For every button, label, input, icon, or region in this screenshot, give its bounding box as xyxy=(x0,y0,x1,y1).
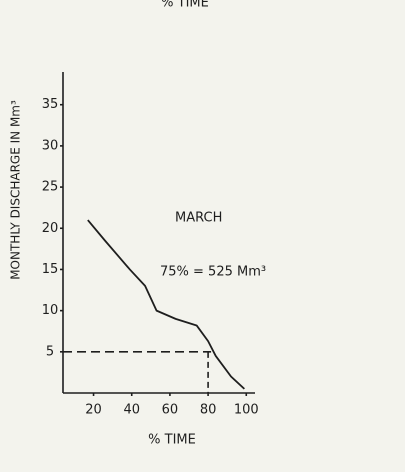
x-tick-label: 60 xyxy=(162,403,179,418)
x-axis-label: % TIME xyxy=(148,433,196,448)
x-tick-label: 20 xyxy=(85,403,102,418)
line-series xyxy=(87,219,245,390)
annotation: MARCH xyxy=(175,211,222,226)
x-tick-label: 40 xyxy=(123,403,140,418)
y-axis-label: MONTHLY DISCHARGE IN Mm³ xyxy=(9,100,23,280)
x-tick-label: 100 xyxy=(234,403,259,418)
y-tick-label: 30 xyxy=(42,138,59,153)
x-tick-label: 80 xyxy=(200,403,217,418)
y-tick-label: 15 xyxy=(42,262,59,277)
annotation: 75% = 525 Mm³ xyxy=(160,265,266,280)
y-tick-label: 5 xyxy=(46,344,54,359)
y-tick-label: 20 xyxy=(42,221,59,236)
y-tick-label: 35 xyxy=(42,97,59,112)
y-tick-label: 25 xyxy=(42,180,59,195)
header: % TIME xyxy=(161,0,209,11)
y-tick-label: 10 xyxy=(42,303,59,318)
